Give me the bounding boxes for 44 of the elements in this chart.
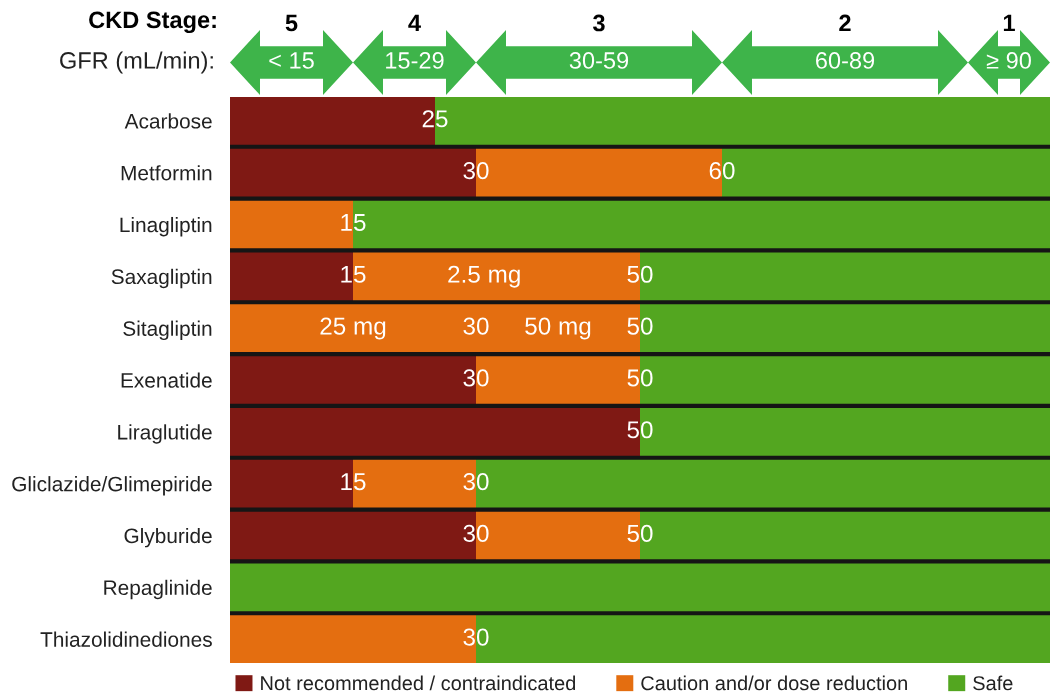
annotation: 50 [627, 369, 653, 387]
annotation: 30 [463, 369, 489, 387]
annotation: < 15 [269, 52, 314, 69]
y-tick-label: Saxagliptin [111, 268, 212, 289]
y-tick-label: Repaglinide [104, 579, 212, 600]
annotation: 15-29 [386, 52, 444, 69]
annotation: 50 [627, 524, 653, 543]
annotation: ≥ 90 [986, 52, 1031, 69]
annotation: 2 [839, 14, 851, 32]
annotation: 30 [463, 628, 489, 646]
annotation: 30 [463, 161, 489, 180]
text: GFR (mL/min): [60, 51, 213, 74]
y-tick-label: Thiazolidinediones [40, 631, 212, 647]
annotation: 15 [341, 265, 366, 283]
annotation: 50 [627, 265, 653, 283]
legend-label: Not recommended / contraindicated [261, 675, 576, 691]
y-tick-label: Liraglutide [118, 424, 212, 444]
y-tick-label: Acarbose [124, 113, 212, 129]
legend-label: Safe [973, 675, 1013, 691]
y-tick-label: Sitagliptin [123, 320, 212, 341]
text: CKD Stage: [89, 11, 216, 33]
annotation: 50 [627, 317, 653, 335]
legend-label: Caution and/or dose reduction [641, 675, 907, 691]
annotation: 3 [592, 14, 605, 32]
annotation: 2.5 mg [448, 265, 520, 288]
y-tick-label: Metformin [121, 165, 212, 181]
y-tick-label: Linagliptin [120, 216, 212, 237]
annotation: 30 [463, 472, 489, 491]
annotation: 15 [341, 473, 366, 491]
y-tick-label: Glyburide [124, 527, 212, 548]
y-tick-label: Gliclazide/Glimepiride [12, 476, 212, 496]
y-tick-label: Exenatide [121, 372, 212, 388]
annotation: 25 [422, 110, 448, 128]
annotation: 60 [709, 161, 735, 180]
annotation: 30 [463, 317, 489, 335]
annotation: 25 mg [320, 317, 386, 340]
annotation: 30 [463, 524, 489, 543]
annotation: 50 [627, 421, 653, 439]
annotation: 50 mg [525, 317, 591, 340]
annotation: 5 [285, 14, 298, 32]
annotation: 60-89 [816, 52, 875, 69]
annotation: 30-59 [569, 52, 629, 69]
annotation: 1 [1003, 14, 1015, 32]
annotation: 4 [408, 14, 421, 32]
